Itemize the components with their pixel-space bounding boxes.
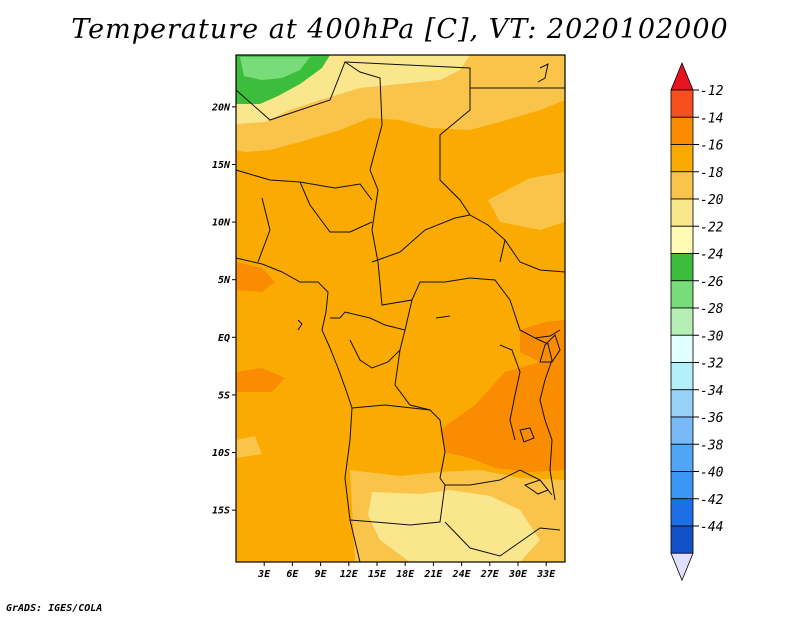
cool-patch-east xyxy=(488,172,565,230)
colorbar-label: -24 xyxy=(700,248,723,263)
lon-tick-label: 6E xyxy=(286,569,299,580)
colorbar-segment xyxy=(670,280,694,309)
colorbar: -12 -14 -16 -18 -20 -22 -24 -26 -28 -30 -32 -34 -36 -… xyxy=(670,61,724,582)
cooler-region-south xyxy=(368,490,540,562)
colorbar-segment xyxy=(670,334,694,363)
colorbar-segment xyxy=(670,89,694,118)
colorbar-label: -38 xyxy=(700,438,724,453)
lat-tick-label: 5N xyxy=(218,275,231,286)
colorbar-label: -12 xyxy=(700,84,724,99)
colorbar-segment xyxy=(670,116,694,145)
colorbar-segment xyxy=(670,389,694,418)
lat-tick-label: 10N xyxy=(212,218,231,229)
lat-tick-label: 10S xyxy=(212,448,230,459)
map-plot-area xyxy=(235,54,566,563)
lon-tick-label: 18E xyxy=(396,569,415,580)
map-frame xyxy=(235,54,566,563)
colorbar-segment xyxy=(670,362,694,391)
lat-tick-label: 20N xyxy=(211,102,231,113)
lon-tick-label: 27E xyxy=(480,569,500,580)
grads-credit: GrADS: IGES/COLA xyxy=(6,603,103,614)
lon-tick-label: 21E xyxy=(423,569,443,580)
colorbar-label: -22 xyxy=(700,220,724,235)
colorbar-label: -34 xyxy=(700,384,723,399)
colorbar-label: -44 xyxy=(700,520,723,535)
lon-tick-label: 15E xyxy=(368,569,387,580)
colorbar-segment xyxy=(670,443,694,472)
colorbar-segment xyxy=(670,198,694,227)
colorbar-label: -42 xyxy=(700,493,724,508)
warm-region-southwest xyxy=(236,368,285,392)
colorbar-segment xyxy=(670,416,694,445)
lon-tick-label: 12E xyxy=(340,569,359,580)
lat-tick-label: 15S xyxy=(212,506,230,517)
lon-tick-label: 3E xyxy=(257,569,271,580)
map-title: Temperature at 400hPa [C], VT: 202010200… xyxy=(71,14,729,45)
colorbar-label: -40 xyxy=(700,466,724,481)
lon-tick-label: 9E xyxy=(315,569,328,580)
colorbar-segment xyxy=(670,498,694,527)
coastlines-borders xyxy=(235,61,566,563)
cool-patch-southwest xyxy=(236,436,262,458)
lat-tick-label: 5S xyxy=(218,390,230,401)
lon-tick-label: 30E xyxy=(508,569,528,580)
colorbar-label: -16 xyxy=(700,139,724,154)
colorbar-segment xyxy=(670,144,694,173)
warm-region-east xyxy=(440,355,565,472)
longitude-axis: 3E 6E 9E 12E 15E 18E 21E 24E 27E 30E 33E xyxy=(257,562,556,580)
lon-tick-label: 24E xyxy=(452,569,472,580)
colorbar-segment xyxy=(670,225,694,254)
lat-tick-label: 15N xyxy=(212,160,231,171)
colorbar-label: -32 xyxy=(700,357,724,372)
colder-region-northwest xyxy=(240,57,310,80)
lat-tick-label: EQ xyxy=(218,333,230,344)
colorbar-label: -20 xyxy=(700,193,724,208)
colorbar-label: -26 xyxy=(700,275,724,290)
colorbar-segment xyxy=(670,525,694,554)
colorbar-label: -36 xyxy=(700,411,724,426)
latitude-axis: 20N 15N 10N 5N EQ 5S 10S 15S xyxy=(211,102,236,517)
colorbar-label: -30 xyxy=(700,329,724,344)
colorbar-segment xyxy=(670,253,694,282)
lon-tick-label: 33E xyxy=(536,569,556,580)
warm-region-west xyxy=(236,262,275,292)
colorbar-label: -14 xyxy=(700,111,723,126)
colorbar-label: -18 xyxy=(700,166,724,181)
colorbar-segment xyxy=(670,171,694,200)
colorbar-bottom-triangle xyxy=(670,552,694,582)
colorbar-segment xyxy=(670,307,694,336)
colorbar-top-triangle xyxy=(670,61,694,91)
colorbar-segment xyxy=(670,471,694,500)
colorbar-label: -28 xyxy=(700,302,724,317)
